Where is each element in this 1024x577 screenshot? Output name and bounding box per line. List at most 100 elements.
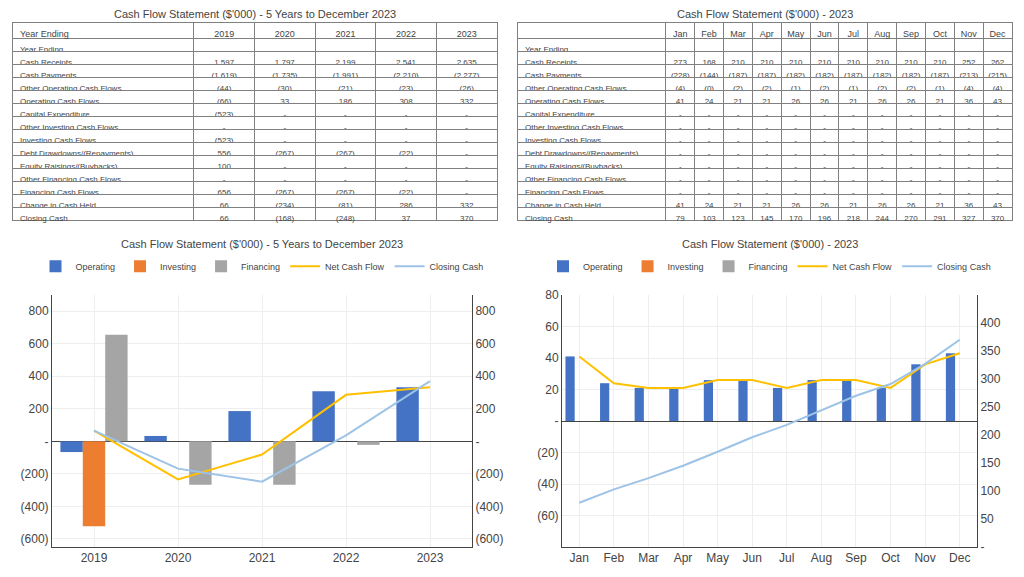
svg-text:(600): (600) (21, 532, 49, 546)
svg-text:80: 80 (545, 288, 559, 302)
svg-text:20: 20 (545, 383, 559, 397)
svg-text:Financing: Financing (749, 262, 788, 272)
svg-text:(600): (600) (475, 532, 503, 546)
svg-text:Jun: Jun (817, 29, 832, 39)
svg-text:400: 400 (475, 369, 495, 383)
svg-text:Dec: Dec (949, 551, 970, 565)
svg-text:2023: 2023 (457, 29, 477, 39)
svg-text:200: 200 (29, 402, 49, 416)
svg-text:Net Cash Flow: Net Cash Flow (833, 262, 893, 272)
svg-text:100: 100 (980, 484, 1000, 498)
svg-text:400: 400 (980, 316, 1000, 330)
svg-text:150: 150 (980, 456, 1000, 470)
svg-text:Sep: Sep (845, 551, 867, 565)
svg-text:Jun: Jun (743, 551, 762, 565)
svg-text:79: 79 (676, 214, 685, 223)
svg-text:200: 200 (980, 428, 1000, 442)
svg-text:2021: 2021 (249, 551, 276, 565)
svg-text:Aug: Aug (811, 551, 832, 565)
svg-text:196: 196 (818, 214, 832, 223)
svg-text:145: 145 (760, 214, 774, 223)
svg-text:600: 600 (29, 337, 49, 351)
svg-text:800: 800 (29, 304, 49, 318)
svg-text:218: 218 (847, 214, 861, 223)
svg-text:Jul: Jul (848, 29, 860, 39)
svg-text:Closing Cash: Closing Cash (525, 214, 573, 223)
svg-text:(200): (200) (475, 467, 503, 481)
svg-text:170: 170 (789, 214, 803, 223)
svg-text:May: May (706, 551, 729, 565)
svg-text:Jul: Jul (779, 551, 794, 565)
svg-text:Investing: Investing (160, 262, 196, 272)
svg-text:50: 50 (980, 512, 994, 526)
svg-text:123: 123 (731, 214, 745, 223)
svg-text:Feb: Feb (604, 551, 625, 565)
svg-text:300: 300 (980, 372, 1000, 386)
svg-text:2019: 2019 (214, 29, 234, 39)
svg-text:Cash Flow Statement ($'000) -: Cash Flow Statement ($'000) - 5 Years to… (114, 8, 396, 20)
svg-text:(40): (40) (537, 477, 558, 491)
svg-text:-: - (980, 540, 984, 554)
svg-text:Nov: Nov (961, 29, 978, 39)
svg-text:-: - (475, 435, 479, 449)
svg-text:2020: 2020 (165, 551, 192, 565)
svg-text:Oct: Oct (933, 29, 948, 39)
svg-text:Cash Flow Statement ($'000) -: Cash Flow Statement ($'000) - 2023 (682, 238, 858, 250)
svg-text:Jan: Jan (673, 29, 688, 39)
svg-text:Net Cash Flow: Net Cash Flow (325, 262, 385, 272)
svg-text:(248): (248) (336, 214, 355, 223)
svg-text:2022: 2022 (396, 29, 416, 39)
svg-text:2020: 2020 (275, 29, 295, 39)
svg-text:370: 370 (991, 214, 1005, 223)
svg-text:66: 66 (220, 214, 229, 223)
svg-text:May: May (787, 29, 805, 39)
svg-text:250: 250 (980, 400, 1000, 414)
svg-text:350: 350 (980, 344, 1000, 358)
svg-text:(168): (168) (275, 214, 294, 223)
svg-text:Cash Flow Statement ($'000) -: Cash Flow Statement ($'000) - 5 Years to… (121, 238, 403, 250)
svg-text:Jan: Jan (570, 551, 589, 565)
svg-text:Oct: Oct (881, 551, 900, 565)
svg-text:(60): (60) (537, 509, 558, 523)
svg-text:(20): (20) (537, 446, 558, 460)
svg-text:-: - (555, 414, 559, 428)
svg-text:2019: 2019 (81, 551, 108, 565)
svg-text:244: 244 (876, 214, 890, 223)
svg-text:Closing Cash: Closing Cash (937, 262, 991, 272)
svg-text:200: 200 (475, 402, 495, 416)
svg-text:Cash Flow Statement ($'000) -: Cash Flow Statement ($'000) - 2023 (677, 8, 853, 20)
svg-text:Apr: Apr (674, 551, 693, 565)
svg-text:Aug: Aug (874, 29, 890, 39)
svg-text:Closing Cash: Closing Cash (430, 262, 484, 272)
svg-text:2021: 2021 (335, 29, 355, 39)
svg-text:Feb: Feb (701, 29, 717, 39)
svg-text:(400): (400) (21, 500, 49, 514)
svg-text:Apr: Apr (760, 29, 774, 39)
svg-text:Operating: Operating (583, 262, 623, 272)
svg-text:400: 400 (29, 369, 49, 383)
svg-text:37: 37 (402, 214, 411, 223)
svg-text:Investing: Investing (668, 262, 704, 272)
svg-text:40: 40 (545, 351, 559, 365)
svg-text:Year Ending: Year Ending (20, 29, 69, 39)
svg-text:800: 800 (475, 304, 495, 318)
svg-text:270: 270 (904, 214, 918, 223)
svg-text:103: 103 (702, 214, 716, 223)
svg-text:60: 60 (545, 320, 559, 334)
svg-text:Financing: Financing (241, 262, 280, 272)
svg-text:(200): (200) (21, 467, 49, 481)
svg-text:Operating: Operating (76, 262, 116, 272)
svg-text:Mar: Mar (638, 551, 659, 565)
svg-text:291: 291 (933, 214, 947, 223)
svg-text:Dec: Dec (990, 29, 1007, 39)
svg-text:Mar: Mar (730, 29, 746, 39)
svg-text:2023: 2023 (417, 551, 444, 565)
svg-text:-: - (45, 435, 49, 449)
svg-text:(400): (400) (475, 500, 503, 514)
svg-text:Nov: Nov (914, 551, 935, 565)
svg-text:Sep: Sep (903, 29, 919, 39)
svg-text:370: 370 (460, 214, 474, 223)
svg-text:Closing Cash: Closing Cash (20, 214, 68, 223)
svg-text:2022: 2022 (333, 551, 360, 565)
svg-text:327: 327 (962, 214, 976, 223)
